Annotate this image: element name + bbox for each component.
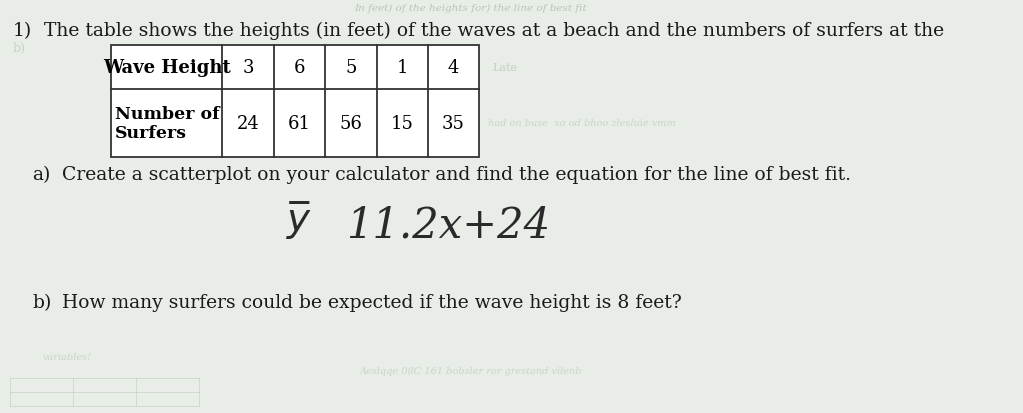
Text: How many surfers could be expected if the wave height is 8 feet?: How many surfers could be expected if th… — [61, 293, 681, 311]
Text: 11.2x+24: 11.2x+24 — [347, 204, 550, 247]
Text: y̅: y̅ — [286, 201, 310, 238]
Bar — [112, 46, 479, 158]
Text: 35: 35 — [442, 115, 465, 133]
Text: b): b) — [33, 293, 52, 311]
Text: 4: 4 — [448, 59, 459, 77]
Text: 24: 24 — [236, 115, 260, 133]
Text: Aeslqqe 08C 161 bobsler ror grestand vilenb: Aeslqqe 08C 161 bobsler ror grestand vil… — [359, 367, 582, 375]
Text: 3: 3 — [242, 59, 254, 77]
Text: 1): 1) — [13, 22, 32, 40]
Text: b): b) — [13, 42, 26, 55]
Text: 1: 1 — [397, 59, 408, 77]
Text: 61: 61 — [288, 115, 311, 133]
Text: a): a) — [33, 166, 51, 183]
Text: variables!: variables! — [43, 353, 92, 362]
Text: The table shows the heights (in feet) of the waves at a beach and the numbers of: The table shows the heights (in feet) of… — [44, 22, 944, 40]
Text: In feet) of the heights for) the line of best fit: In feet) of the heights for) the line of… — [354, 4, 587, 13]
Text: Late: Late — [492, 63, 517, 73]
Text: 6: 6 — [294, 59, 305, 77]
Text: had on buse  xo od bhoo zlesluie vmm: had on buse xo od bhoo zlesluie vmm — [488, 119, 675, 128]
Text: Number of
Surfers: Number of Surfers — [115, 105, 219, 142]
Text: 56: 56 — [340, 115, 362, 133]
Text: 15: 15 — [391, 115, 413, 133]
Text: 5: 5 — [345, 59, 357, 77]
Text: Create a scatterplot on your calculator and find the equation for the line of be: Create a scatterplot on your calculator … — [61, 166, 850, 183]
Text: Wave Height: Wave Height — [103, 59, 231, 77]
